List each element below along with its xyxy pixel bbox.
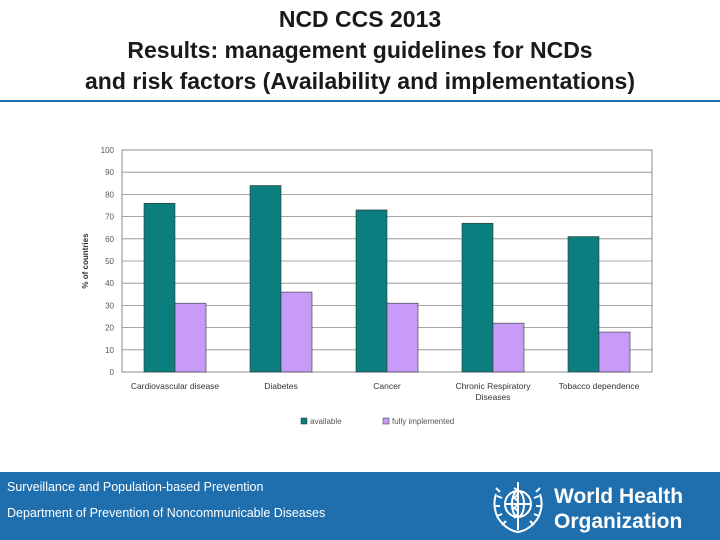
y-tick-label: 0 [110, 368, 115, 377]
y-tick-label: 80 [105, 190, 114, 199]
x-category-label: Tobacco dependence [559, 381, 640, 391]
who-logo: World Health Organization [493, 482, 683, 534]
y-tick-label: 30 [105, 301, 114, 310]
slide-title: NCD CCS 2013 Results: management guideli… [0, 4, 720, 97]
who-emblem-icon [493, 482, 543, 534]
bar-available [567, 236, 600, 373]
legend-swatch-available [300, 417, 308, 425]
title-line-2: Results: management guidelines for NCDs [127, 37, 593, 63]
bar-fully-implemented [174, 302, 207, 373]
y-tick-label: 10 [105, 346, 114, 355]
legend-label-fully-implemented: fully implemented [392, 417, 454, 426]
bar-available [143, 202, 176, 373]
x-category-label: Cancer [373, 381, 401, 391]
bar-fully-implemented [492, 322, 525, 373]
bar-chart: 0 10 20 30 40 50 60 70 80 90 100 % of countries Card… [81, 146, 653, 426]
bar-fully-implemented [386, 302, 419, 373]
bar-available [461, 222, 494, 373]
y-tick-label: 40 [105, 279, 114, 288]
bar-fully-implemented [280, 291, 313, 373]
y-tick-label: 60 [105, 235, 114, 244]
title-line-3: and risk factors (Availability and imple… [84, 68, 635, 94]
x-category-label: Diseases [476, 392, 511, 402]
y-tick-label: 100 [101, 146, 115, 155]
footer-department-name: Department of Prevention of Noncommunica… [7, 506, 326, 520]
legend-label-available: available [310, 417, 342, 426]
y-tick-label: 70 [105, 213, 114, 222]
bar-available [355, 209, 388, 373]
who-logo-text-2: Organization [554, 510, 682, 533]
y-axis-label: % of countries [81, 233, 90, 289]
footer-bar: Surveillance and Population-based Preven… [0, 472, 720, 540]
y-tick-label: 20 [105, 324, 114, 333]
footer-unit-name: Surveillance and Population-based Preven… [7, 480, 264, 494]
x-category-label: Diabetes [264, 381, 298, 391]
bar-fully-implemented [598, 331, 631, 373]
x-category-label: Cardiovascular disease [131, 381, 220, 391]
x-category-label: Chronic Respiratory [455, 381, 531, 391]
y-tick-label: 90 [105, 168, 114, 177]
bar-available [249, 185, 282, 373]
title-divider [0, 100, 720, 102]
who-logo-text-1: World Health [554, 485, 683, 508]
legend-swatch-fully-implemented [382, 417, 390, 425]
y-tick-label: 50 [105, 257, 114, 266]
title-line-1: NCD CCS 2013 [278, 6, 442, 32]
